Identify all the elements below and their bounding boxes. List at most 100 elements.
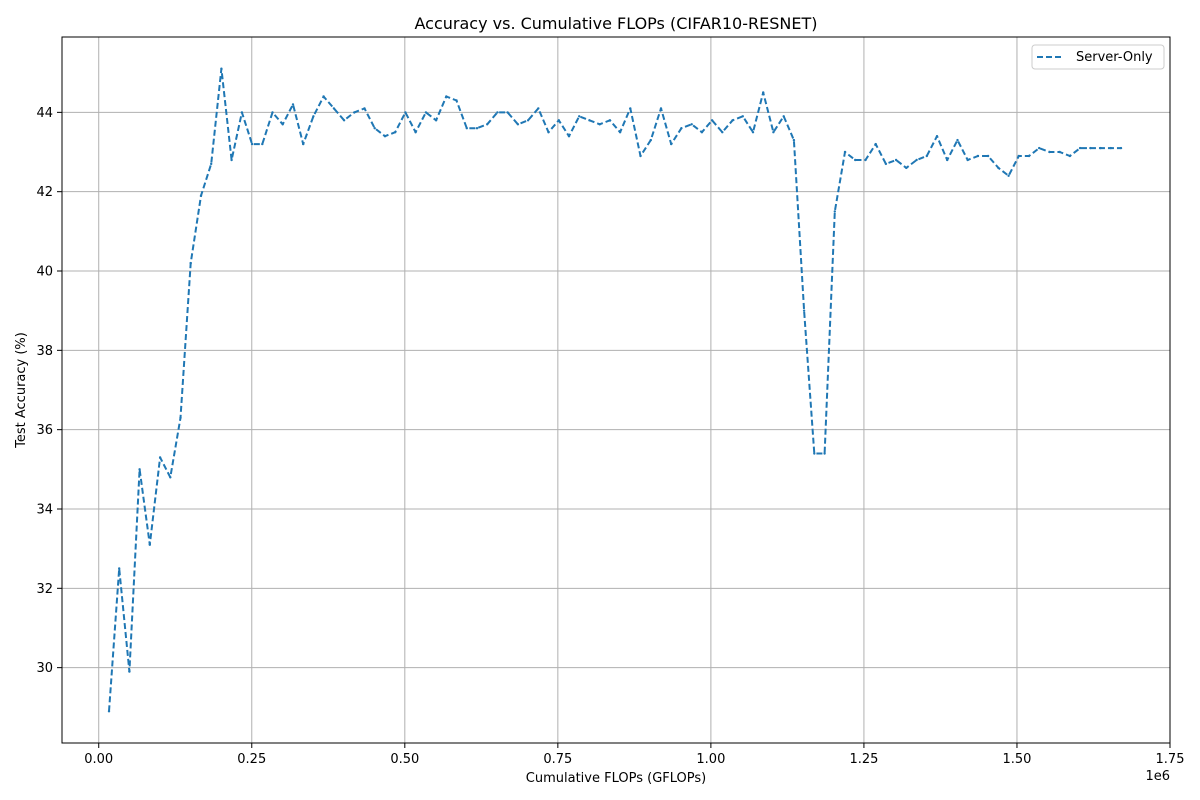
x-tick-label: 0.25 <box>237 752 266 767</box>
y-tick-label: 34 <box>36 502 53 517</box>
data-point <box>526 119 530 122</box>
data-point <box>578 115 581 118</box>
data-point <box>332 107 336 110</box>
series-layer <box>107 67 1123 713</box>
y-tick-label: 42 <box>36 185 53 200</box>
data-point <box>486 123 489 126</box>
y-axis-label: Test Accuracy (%) <box>14 332 29 449</box>
data-point <box>966 158 969 162</box>
data-point <box>455 99 458 102</box>
x-tick-label: 1.75 <box>1156 752 1185 767</box>
data-point <box>925 154 928 158</box>
data-point <box>516 123 520 126</box>
data-point <box>424 111 428 114</box>
data-point <box>496 111 499 114</box>
y-tick-label: 36 <box>36 423 53 438</box>
data-point <box>618 131 622 134</box>
data-point <box>772 131 775 134</box>
data-point <box>373 127 376 130</box>
data-point <box>281 123 284 126</box>
data-point <box>833 210 836 213</box>
data-point <box>1048 150 1051 154</box>
data-point <box>874 142 877 146</box>
series-group <box>107 67 1123 713</box>
y-tick-label: 32 <box>36 582 53 597</box>
data-point <box>884 162 888 166</box>
data-point <box>261 142 264 146</box>
data-point <box>353 111 356 114</box>
data-point <box>342 119 346 122</box>
data-point <box>956 138 959 142</box>
data-point <box>363 107 366 110</box>
plot-frame <box>61 36 1171 744</box>
data-point <box>670 142 673 146</box>
data-point <box>905 166 908 170</box>
data-point <box>250 142 254 146</box>
x-axis-label: Cumulative FLOPs (GFLOPs) <box>526 771 706 786</box>
data-point <box>843 150 847 154</box>
data-point <box>199 194 203 197</box>
legend-label-server-only: Server-Only <box>1076 50 1153 65</box>
data-point <box>680 127 683 130</box>
grid <box>62 37 1171 743</box>
data-point <box>107 710 111 713</box>
x-tick-label: 0.75 <box>543 752 572 767</box>
data-point <box>986 154 990 158</box>
legend: Server-Only <box>1031 44 1165 70</box>
series-line <box>108 67 1121 712</box>
chart-title: Accuracy vs. Cumulative FLOPs (CIFAR10-R… <box>415 14 818 33</box>
data-point <box>588 119 591 122</box>
x-tick-label: 0.00 <box>84 752 113 767</box>
data-point <box>894 158 898 162</box>
x-tick-label: 1.25 <box>849 752 878 767</box>
data-point <box>639 154 642 158</box>
data-point <box>1068 154 1072 158</box>
data-point <box>690 123 693 126</box>
data-point <box>230 158 233 162</box>
y-tick-label: 30 <box>36 661 53 676</box>
data-point <box>547 131 550 134</box>
data-point <box>1058 150 1061 154</box>
data-point <box>158 456 162 459</box>
data-point <box>741 115 744 118</box>
data-point <box>302 142 305 146</box>
data-point <box>976 154 980 158</box>
data-point <box>700 131 704 134</box>
data-point <box>383 135 387 138</box>
data-point <box>312 115 315 118</box>
data-point <box>1089 146 1092 150</box>
axes: 0.00 0.25 0.50 0.75 1.00 1.25 1.50 1.75 30 32 34 36… <box>36 106 1184 767</box>
x-tick-label: 1.00 <box>696 752 725 767</box>
data-point <box>404 111 407 114</box>
data-point <box>598 123 601 126</box>
data-point <box>271 111 274 114</box>
data-point <box>1017 154 1020 158</box>
data-point <box>445 95 448 98</box>
data-point <box>210 162 213 166</box>
data-point <box>240 111 244 114</box>
data-point <box>608 119 612 122</box>
data-point <box>1119 146 1123 150</box>
data-point <box>946 158 949 162</box>
data-point <box>394 131 397 134</box>
data-point <box>935 135 939 138</box>
data-point <box>915 158 918 162</box>
data-point <box>118 567 121 570</box>
data-point <box>762 91 765 94</box>
data-point <box>1109 146 1113 150</box>
data-point <box>148 543 151 546</box>
data-point <box>751 131 755 134</box>
data-point <box>1099 146 1102 150</box>
data-point <box>189 261 192 265</box>
data-point <box>1007 174 1010 177</box>
x-tick-label: 1.50 <box>1002 752 1031 767</box>
data-point <box>557 119 560 122</box>
data-point <box>792 138 796 142</box>
data-point <box>465 127 468 130</box>
data-point <box>649 138 652 142</box>
data-point <box>823 452 826 455</box>
data-point <box>1038 146 1041 150</box>
y-tick-label: 44 <box>36 106 53 121</box>
